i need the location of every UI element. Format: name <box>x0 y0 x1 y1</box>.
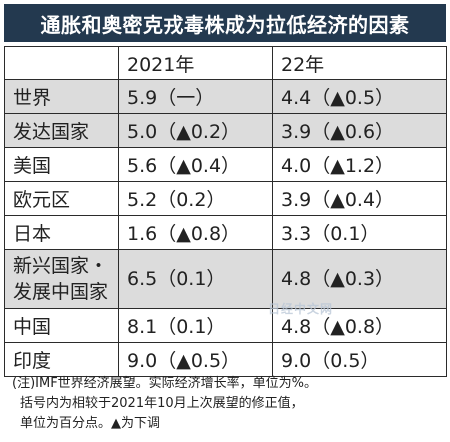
value-2022: 4.4（▲0.5） <box>272 79 447 114</box>
value-2021: 8.1（0.1） <box>118 308 273 343</box>
footnote-line: 括号内为相较于2021年10月上次展望的修正值， <box>20 396 304 411</box>
header-row: 2021年 22年 <box>4 46 447 80</box>
header-cell-region <box>4 46 119 80</box>
value-2022: 3.3（0.1） <box>272 215 447 250</box>
header-cell-2021: 2021年 <box>118 46 273 80</box>
value-2021: 5.6（▲0.4） <box>118 147 273 182</box>
value-2021: 1.6（▲0.8） <box>118 215 273 250</box>
header-cell-2022: 22年 <box>272 46 447 80</box>
region-name: 印度 <box>4 342 119 377</box>
region-name: 日本 <box>4 215 119 250</box>
growth-table: 2021年 22年 世界 5.9（一） 4.4（▲0.5） 发达国家 5.0（▲… <box>4 46 447 377</box>
value-2022: 4.8（▲0.3） <box>272 249 447 309</box>
value-2021: 6.5（0.1） <box>118 249 273 309</box>
table-row: 中国 8.1（0.1） 4.8（▲0.8） <box>4 308 447 343</box>
table-row: 日本 1.6（▲0.8） 3.3（0.1） <box>4 215 447 250</box>
chart-title: 通胀和奥密克戎毒株成为拉低经济的因素 <box>4 4 446 42</box>
region-name-line: 新兴国家・ <box>13 255 109 277</box>
value-2022: 3.9（▲0.6） <box>272 113 447 148</box>
footnote-line: (注)IMF世界经济展望。实际经济增长率，单位为%。 <box>12 376 318 391</box>
region-name: 新兴国家・ 发展中国家 <box>4 249 119 309</box>
table-row: 发达国家 5.0（▲0.2） 3.9（▲0.6） <box>4 113 447 148</box>
value-2022: 3.9（▲0.4） <box>272 181 447 216</box>
footnote: (注)IMF世界经济展望。实际经济增长率，单位为%。 括号内为相较于2021年1… <box>12 374 442 434</box>
table-row: 美国 5.6（▲0.4） 4.0（▲1.2） <box>4 147 447 182</box>
value-2021: 5.9（一） <box>118 79 273 114</box>
value-2022: 4.8（▲0.8） <box>272 308 447 343</box>
value-2022: 9.0（0.5） <box>272 342 447 377</box>
table-row: 新兴国家・ 发展中国家 6.5（0.1） 4.8（▲0.3） <box>4 249 447 309</box>
region-name-line: 发展中国家 <box>13 281 109 303</box>
region-name: 中国 <box>4 308 119 343</box>
table-row: 欧元区 5.2（0.2） 3.9（▲0.4） <box>4 181 447 216</box>
table-row: 世界 5.9（一） 4.4（▲0.5） <box>4 79 447 114</box>
value-2021: 5.2（0.2） <box>118 181 273 216</box>
value-2021: 5.0（▲0.2） <box>118 113 273 148</box>
footnote-line: 单位为百分点。▲为下调 <box>20 416 160 431</box>
watermark: 日经中文网 <box>268 302 334 316</box>
region-name: 美国 <box>4 147 119 182</box>
value-2022: 4.0（▲1.2） <box>272 147 447 182</box>
region-name: 欧元区 <box>4 181 119 216</box>
region-name: 发达国家 <box>4 113 119 148</box>
table-row: 印度 9.0（▲0.5） 9.0（0.5） <box>4 342 447 377</box>
value-2021: 9.0（▲0.5） <box>118 342 273 377</box>
region-name: 世界 <box>4 79 119 114</box>
